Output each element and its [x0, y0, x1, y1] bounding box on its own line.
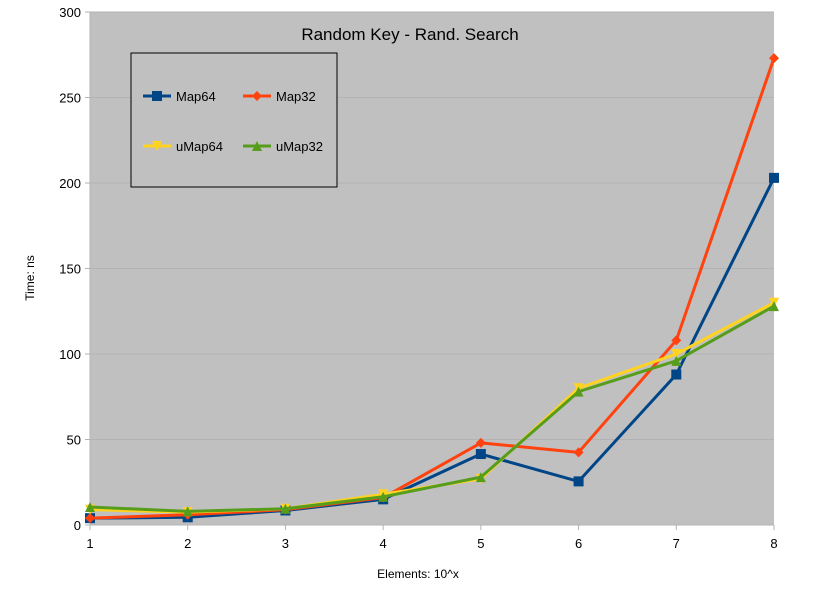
- data-point: [475, 437, 486, 448]
- data-point: [378, 491, 389, 502]
- y-tick-label: 300: [59, 5, 81, 20]
- legend-box: [130, 52, 338, 188]
- y-tick-label: 0: [74, 518, 81, 533]
- y-tick-label: 200: [59, 176, 81, 191]
- series-line: [89, 177, 776, 520]
- y-tick-label: 150: [59, 262, 81, 277]
- y-axis-title: Time: ns: [23, 255, 37, 301]
- legend-item-umap64: uMap64: [143, 139, 223, 154]
- legend-item-umap32: uMap32: [243, 139, 323, 154]
- legend: Map64 Map32 uMap64 uMap32: [130, 52, 338, 188]
- data-point: [475, 449, 486, 460]
- legend-item-map32: Map32: [243, 89, 316, 104]
- x-tick-label: 8: [770, 536, 777, 551]
- data-point: [769, 301, 779, 312]
- data-point: [769, 53, 779, 64]
- data-point: [152, 91, 162, 101]
- legend-label: Map64: [176, 89, 216, 104]
- x-tick-label: 4: [380, 536, 387, 551]
- legend-label: uMap32: [276, 139, 323, 154]
- data-point: [152, 141, 162, 151]
- data-point: [475, 472, 486, 483]
- data-point: [182, 506, 193, 517]
- data-point: [671, 355, 682, 366]
- data-point: [671, 349, 682, 359]
- data-point: [85, 513, 95, 524]
- x-tick-label: 6: [575, 536, 582, 551]
- y-tick-label: 50: [67, 433, 81, 448]
- x-axis-title: Elements: 10^x: [377, 567, 459, 581]
- legend-label: Map32: [276, 89, 316, 104]
- axes: [85, 11, 775, 530]
- data-point: [769, 172, 779, 183]
- data-point: [252, 141, 262, 151]
- data-point: [85, 502, 95, 513]
- x-tick-label: 2: [184, 536, 191, 551]
- x-tick-label: 5: [477, 536, 484, 551]
- series-lines: [85, 53, 779, 524]
- x-tick-label: 3: [282, 536, 289, 551]
- x-tick-label: 1: [86, 536, 93, 551]
- legend-label: uMap64: [176, 139, 223, 154]
- y-tick-labels: 0 50 100 150 200 250 300: [59, 5, 81, 533]
- x-tick-label: 7: [673, 536, 680, 551]
- data-point: [573, 476, 584, 487]
- data-point: [252, 91, 262, 101]
- y-tick-label: 250: [59, 91, 81, 106]
- series-umap32: [85, 301, 779, 517]
- series-line: [89, 304, 775, 513]
- chart-title: Random Key - Rand. Search: [301, 25, 518, 44]
- x-tick-labels: 1 2 3 4 5 6 7 8: [86, 536, 777, 551]
- data-point: [671, 335, 682, 346]
- data-point: [573, 386, 584, 397]
- data-point: [573, 447, 584, 458]
- legend-item-map64: Map64: [143, 89, 216, 104]
- y-tick-label: 100: [59, 347, 81, 362]
- data-point: [671, 369, 682, 380]
- data-point: [280, 503, 291, 514]
